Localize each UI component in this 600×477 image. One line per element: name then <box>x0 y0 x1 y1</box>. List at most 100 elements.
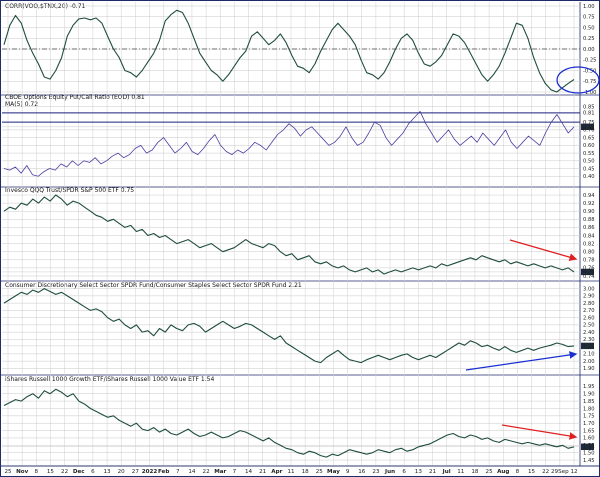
x-tick-label: Dec <box>73 469 85 475</box>
y-tick-label: 1.90 <box>583 392 595 398</box>
panel-iwf-iwd-title: iShares Russell 1000 Growth ETF/iShares … <box>5 376 214 383</box>
y-tick-label: 3.00 <box>583 286 595 292</box>
y-tick-label: 1.45 <box>583 458 595 464</box>
x-tick-label: 7 <box>233 469 237 475</box>
x-tick-label: 13 <box>415 469 423 475</box>
y-tick-label: 0.70 <box>583 128 595 134</box>
x-tick-label: 15 <box>528 469 536 475</box>
y-tick-label: 2.40 <box>583 330 595 336</box>
y-tick-label: 0.80 <box>583 249 595 255</box>
y-tick-label: 0.86 <box>583 225 595 231</box>
x-tick-label: 13 <box>103 469 111 475</box>
y-tick-label: 2.00 <box>583 359 595 365</box>
y-tick-label: 0.76 <box>583 266 595 272</box>
y-tick-label: 0.82 <box>583 241 595 247</box>
y-tick-label: 0.65 <box>583 135 595 141</box>
x-tick-label: 25 <box>486 469 494 475</box>
y-tick-label: 0.92 <box>583 201 595 207</box>
x-tick-label: Mar <box>214 469 226 475</box>
y-tick-label: 0.81 <box>583 111 595 117</box>
y-tick-label: 2.60 <box>583 315 595 321</box>
y-tick-label: 2.80 <box>583 301 595 307</box>
x-tick-label: Aug <box>497 469 509 475</box>
y-tick-label: 0.88 <box>583 217 595 223</box>
x-tick-label: 11 <box>287 469 295 475</box>
y-tick-label: 0.60 <box>583 143 595 149</box>
y-tick-label: 1.54 <box>583 445 595 451</box>
x-tick-label: 29Sep <box>551 469 569 475</box>
y-tick-label: 1.95 <box>583 384 595 390</box>
y-tick-label: 2.50 <box>583 323 595 329</box>
x-tick-label: Jun <box>384 469 395 475</box>
y-tick-label: -1.00 <box>583 90 596 96</box>
x-tick-label: 14 <box>245 469 253 475</box>
y-tick-label: 0.74 <box>583 274 595 280</box>
y-tick-label: 2.21 <box>583 344 595 350</box>
y-tick-label: 2.90 <box>583 294 595 300</box>
blue-trend-arrow <box>465 351 578 371</box>
y-tick-label: 1.90 <box>583 366 595 372</box>
y-tick-label: 0.00 <box>583 47 595 53</box>
x-tick-label: 2022 <box>142 469 158 475</box>
x-tick-label: Jul <box>442 469 451 475</box>
x-tick-label: 9 <box>346 469 350 475</box>
series-line <box>3 9 575 93</box>
x-tick-label: 14 <box>188 469 196 475</box>
panel-xly-xlp-title: Consumer Discretionary Select Sector SPD… <box>5 282 302 289</box>
x-tick-label: 12 <box>570 469 577 475</box>
y-tick-label: 0.84 <box>583 233 595 239</box>
highlight-ellipse <box>556 66 600 94</box>
y-tick-label: 1.65 <box>583 428 595 434</box>
y-tick-label: 0.90 <box>583 209 595 215</box>
y-tick-label: -0.25 <box>583 58 596 64</box>
y-tick-label: 2.10 <box>583 352 595 358</box>
y-tick-label: -0.75 <box>583 79 596 85</box>
x-tick-label: 6 <box>91 469 95 475</box>
panel-put-call: CBOE Options Equity Put/Call Ratio (EOD)… <box>0 94 600 188</box>
x-tick-label: 18 <box>471 469 479 475</box>
red-trend-arrow <box>501 424 578 440</box>
series-line <box>3 388 575 458</box>
y-tick-label: 1.60 <box>583 436 595 442</box>
x-tick-label: 22 <box>61 469 68 475</box>
x-tick-label: 22 <box>203 469 210 475</box>
y-tick-label: 1.80 <box>583 406 595 412</box>
series-line <box>3 288 575 364</box>
x-tick-label: 21 <box>429 469 437 475</box>
x-tick-label: 23 <box>372 469 380 475</box>
y-tick-label: 0.75 <box>583 15 595 21</box>
x-tick-label: May <box>327 469 340 475</box>
panel-put-call-title: CBOE Options Equity Put/Call Ratio (EOD)… <box>5 94 145 101</box>
y-tick-label: 0.72 <box>583 125 595 131</box>
panel-correlation-title: CORR(VOO,$TNX,20) -0.71 <box>5 3 86 10</box>
x-tick-label: 20 <box>118 469 126 475</box>
x-tick-label: Feb <box>158 469 169 475</box>
x-tick-label: 11 <box>457 469 465 475</box>
x-tick-label: 18 <box>302 469 310 475</box>
x-tick-label: 25 <box>316 469 324 475</box>
y-tick-label: -0.50 <box>583 68 596 74</box>
y-tick-label: 2.30 <box>583 337 595 343</box>
y-tick-label: 2.70 <box>583 308 595 314</box>
y-tick-label: 0.75 <box>583 270 595 276</box>
y-tick-label: 0.75 <box>583 120 595 126</box>
y-tick-label: 0.85 <box>583 105 595 111</box>
annotations <box>465 66 600 440</box>
y-tick-label: 0.94 <box>583 193 595 199</box>
y-tick-label: 1.85 <box>583 399 595 405</box>
panel-correlation: CORR(VOO,$TNX,20) -0.71 1.00 0.75 0.50 0.25… <box>0 2 600 96</box>
x-tick-label: 21 <box>259 469 267 475</box>
x-tick-label: 15 <box>47 469 55 475</box>
panel-qqq-spy-title: Invesco QQQ Trust/SPDR S&P 500 ETF 0.75 <box>5 187 134 194</box>
y-tick-label: 0.25 <box>583 36 595 42</box>
x-tick-label: 6 <box>402 469 406 475</box>
last-value-badge <box>581 268 594 276</box>
x-tick-label: Nov <box>16 469 29 475</box>
x-tick-label: 16 <box>358 469 366 475</box>
y-tick-label: 0.78 <box>583 258 595 264</box>
y-tick-label: 1.00 <box>583 4 595 10</box>
x-axis: 25 Nov 8 15 22 Dec 6 13 20 27 2022 Feb 7 14 22 Mar 7 14 21… <box>0 465 600 475</box>
x-tick-label: 25 <box>4 469 12 475</box>
